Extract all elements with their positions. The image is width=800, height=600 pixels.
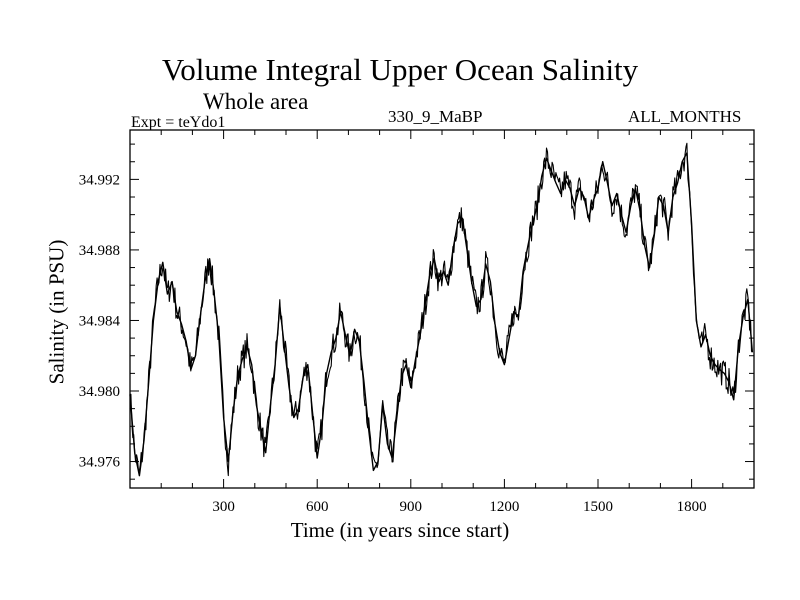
- salinity-series-line: [129, 152, 754, 477]
- x-tick-label: 1200: [489, 499, 519, 515]
- y-tick-label: 34.988: [79, 243, 120, 259]
- x-tick-label: 300: [212, 499, 235, 515]
- chart-title: Volume Integral Upper Ocean Salinity: [161, 52, 639, 87]
- y-tick-label: 34.992: [79, 172, 120, 188]
- x-tick-label: 1800: [677, 499, 707, 515]
- y-tick-label: 34.980: [79, 384, 120, 400]
- x-tick-label: 600: [306, 499, 329, 515]
- months-label: ALL_MONTHS: [628, 107, 742, 126]
- y-tick-label: 34.976: [79, 455, 121, 471]
- x-tick-label: 900: [400, 499, 423, 515]
- y-tick-label: 34.984: [79, 313, 121, 329]
- x-tick-label: 1500: [583, 499, 613, 515]
- x-axis-label: Time (in years since start): [290, 518, 510, 542]
- plot-frame: [129, 129, 755, 489]
- y-axis-label: Salinity (in PSU): [44, 239, 69, 385]
- experiment-label: Expt = teYdo1: [131, 114, 226, 131]
- run-label: 330_9_MaBP: [388, 107, 483, 126]
- salinity-fluctuation: [129, 142, 753, 477]
- chart-subtitle: Whole area: [203, 89, 309, 114]
